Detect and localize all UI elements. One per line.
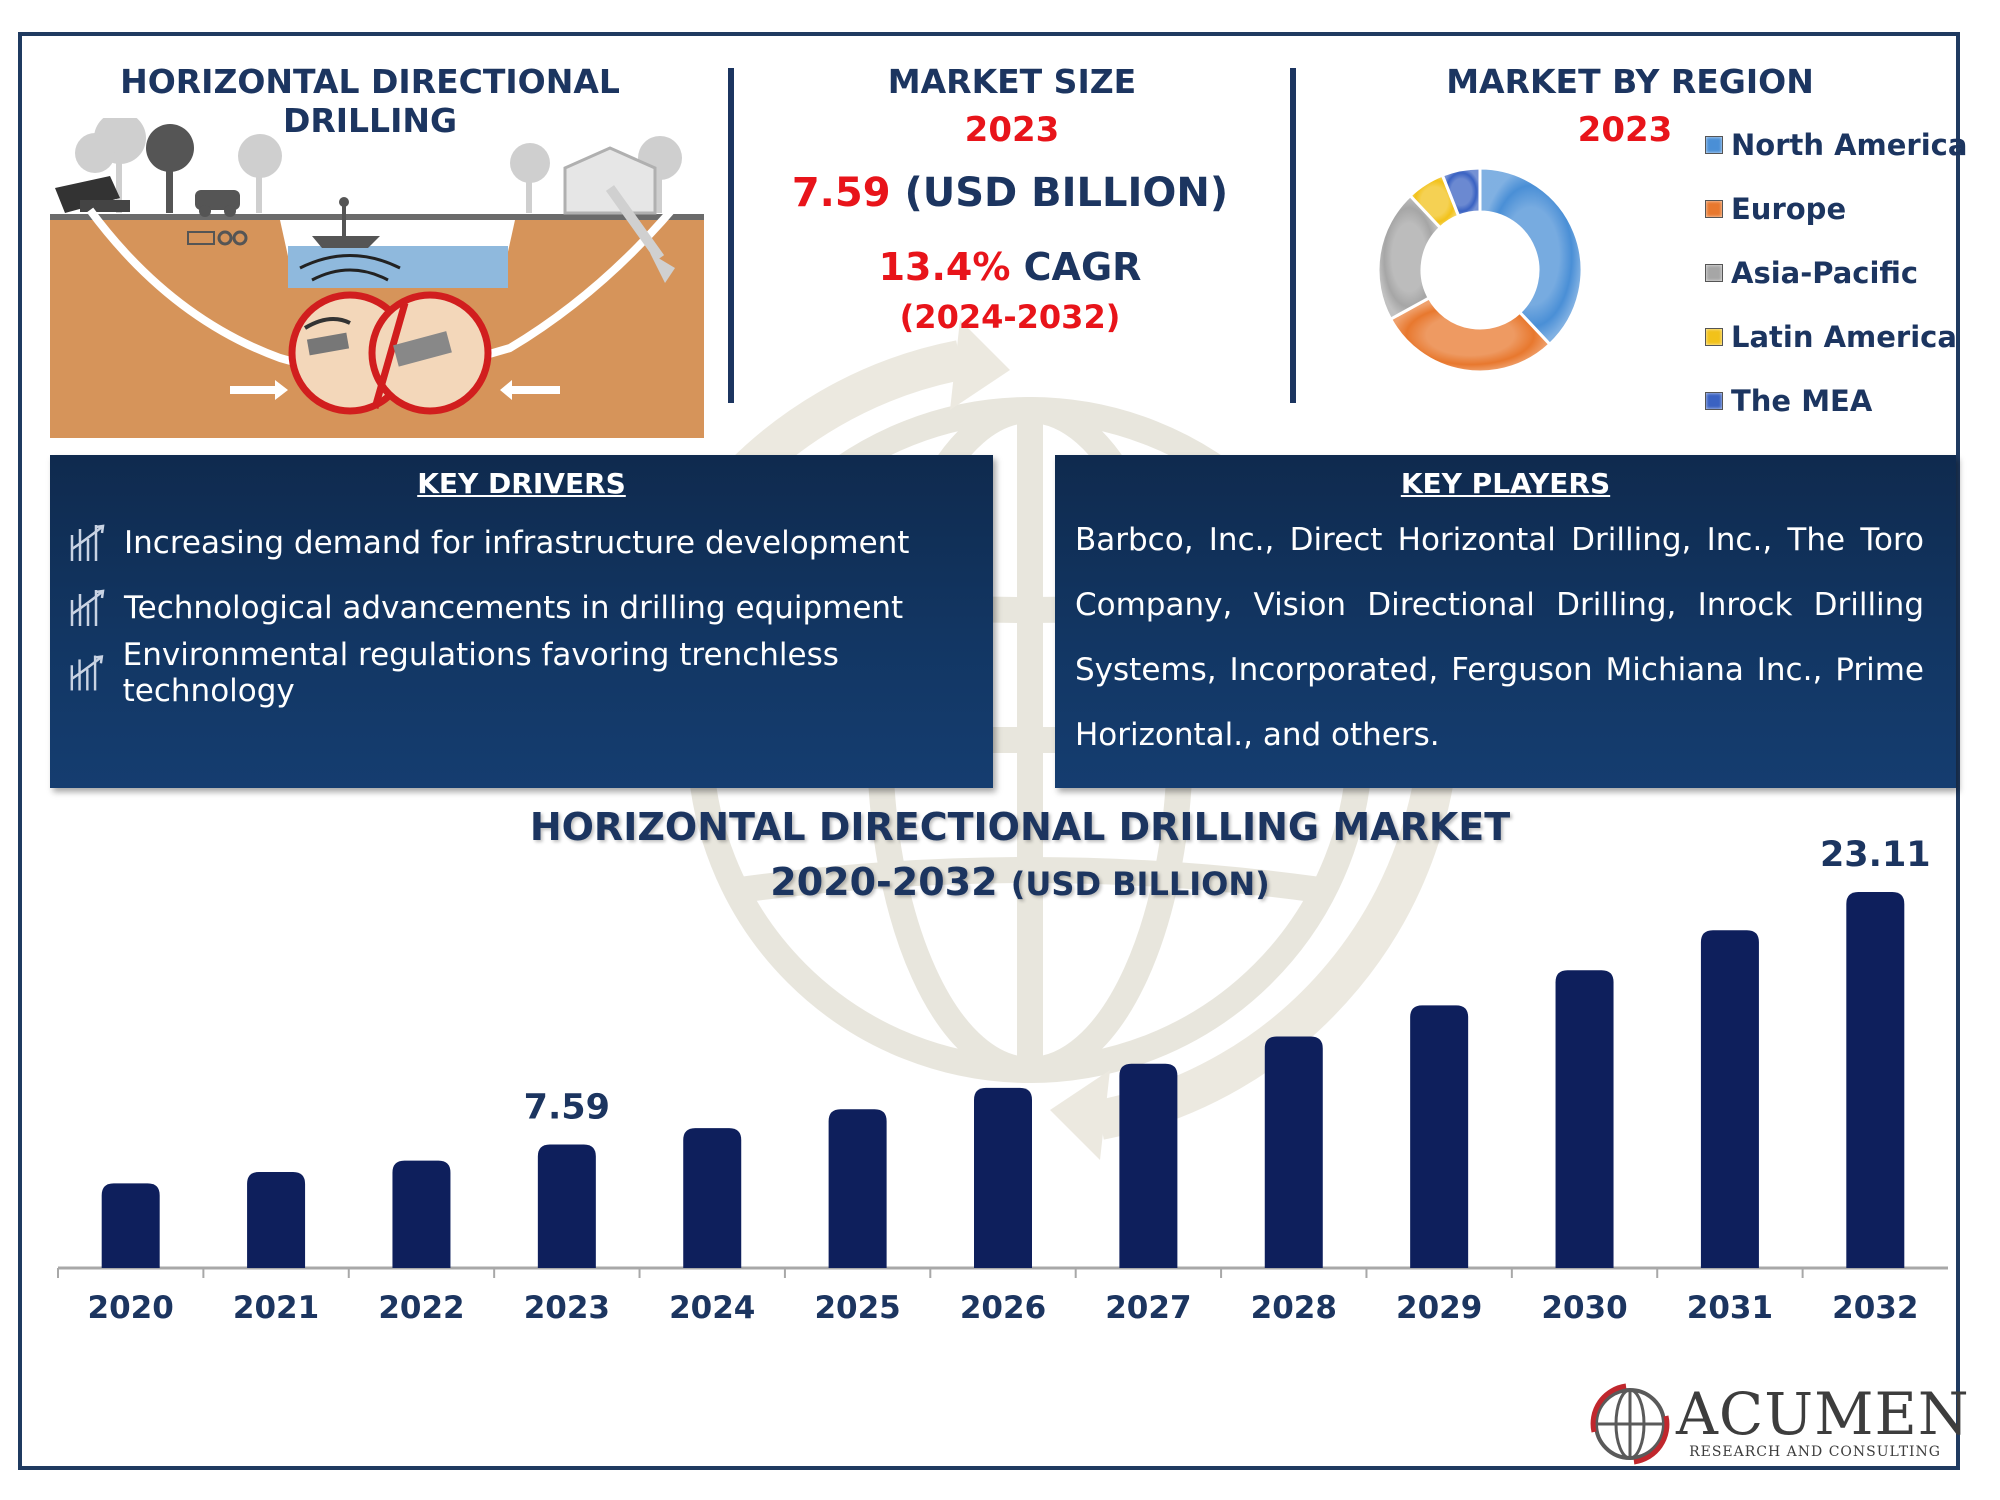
bar-2025 bbox=[828, 1109, 887, 1268]
acumen-logo-name: ACUMEN bbox=[1676, 1380, 1970, 1448]
bar-2022 bbox=[392, 1160, 451, 1268]
driver-text: Technological advancements in drilling e… bbox=[124, 589, 904, 626]
x-tick-label: 2020 bbox=[88, 1290, 174, 1326]
chart-title-unit: (USD BILLION) bbox=[1010, 865, 1270, 903]
x-tick-label: 2031 bbox=[1687, 1290, 1773, 1326]
key-drivers-panel: KEY DRIVERS Increasing demand for infras… bbox=[50, 455, 993, 788]
bar-2029 bbox=[1410, 1005, 1469, 1268]
x-tick-label: 2025 bbox=[814, 1290, 900, 1326]
legend-label: Europe bbox=[1731, 192, 1847, 226]
key-players-text: Barbco, Inc., Direct Horizontal Drilling… bbox=[1075, 522, 1924, 753]
hdd-title: HORIZONTAL DIRECTIONAL DRILLING bbox=[120, 62, 620, 140]
divider-right bbox=[1290, 68, 1296, 403]
drilling-illustration bbox=[50, 118, 704, 438]
bar-2031 bbox=[1700, 930, 1759, 1268]
x-tick-label: 2028 bbox=[1251, 1290, 1337, 1326]
driver-item: Increasing demand for infrastructure dev… bbox=[50, 510, 993, 575]
growth-chart-icon bbox=[70, 589, 105, 626]
donut-slice-europe bbox=[1388, 295, 1552, 374]
x-tick-label: 2026 bbox=[960, 1290, 1046, 1326]
x-tick-label: 2023 bbox=[524, 1290, 610, 1326]
cagr-period: (2024-2032) bbox=[899, 298, 1121, 336]
cagr-value: 13.4% bbox=[878, 245, 1011, 289]
bar-data-label: 23.11 bbox=[1820, 835, 1931, 875]
bar-2032 bbox=[1846, 892, 1905, 1268]
key-drivers-title: KEY DRIVERS bbox=[417, 467, 626, 500]
driver-text: Increasing demand for infrastructure dev… bbox=[124, 524, 910, 561]
market-size-year: 2023 bbox=[964, 110, 1060, 150]
x-tick-label: 2029 bbox=[1396, 1290, 1482, 1326]
chart-title-line2: 2020-2032 (USD BILLION) bbox=[430, 860, 1610, 904]
x-tick-label: 2027 bbox=[1105, 1290, 1191, 1326]
chart-title-line1: HORIZONTAL DIRECTIONAL DRILLING MARKET bbox=[529, 805, 1511, 849]
bar-data-label: 7.59 bbox=[524, 1088, 610, 1128]
legend-label: The MEA bbox=[1731, 384, 1873, 418]
market-size-value: 7.59 bbox=[791, 170, 891, 216]
driver-item: Technological advancements in drilling e… bbox=[50, 575, 993, 640]
legend-swatch bbox=[1705, 328, 1723, 346]
region-year: 2023 bbox=[1577, 110, 1673, 150]
legend-item-the-mea: The MEA bbox=[1705, 384, 1872, 418]
market-size-value-line: 7.59 (USD BILLION) bbox=[760, 170, 1260, 216]
market-size-title: MARKET SIZE bbox=[887, 62, 1137, 101]
bar-2020 bbox=[101, 1183, 160, 1268]
acumen-logo-tagline: RESEARCH AND CONSULTING bbox=[1689, 1444, 1941, 1460]
x-tick-label: 2024 bbox=[669, 1290, 755, 1326]
donut-slice-the-mea bbox=[1440, 166, 1482, 219]
bar-2021 bbox=[247, 1172, 306, 1268]
legend-swatch bbox=[1705, 392, 1723, 410]
legend-label: Latin America bbox=[1731, 320, 1957, 354]
bar-2023 bbox=[537, 1144, 596, 1268]
chart-title-years: 2020-2032 bbox=[770, 860, 998, 904]
x-tick-label: 2022 bbox=[378, 1290, 464, 1326]
x-tick-label: 2030 bbox=[1541, 1290, 1627, 1326]
legend-item-europe: Europe bbox=[1705, 192, 1846, 226]
driver-text: Environmental regulations favoring trenc… bbox=[122, 636, 839, 709]
bar-2030 bbox=[1555, 970, 1614, 1268]
x-tick-label: 2021 bbox=[233, 1290, 319, 1326]
region-donut-chart bbox=[1376, 166, 1584, 374]
legend-swatch bbox=[1705, 264, 1723, 282]
bar-2027 bbox=[1119, 1063, 1178, 1268]
acumen-globe-logo bbox=[1590, 1383, 1670, 1465]
bar-2026 bbox=[974, 1087, 1032, 1268]
legend-label: North America bbox=[1731, 128, 1968, 162]
bar-2024 bbox=[683, 1128, 742, 1268]
donut-slice-north-america bbox=[1478, 166, 1584, 347]
bar-2028 bbox=[1264, 1036, 1323, 1268]
legend-item-latin-america: Latin America bbox=[1705, 320, 1957, 354]
driver-item: Environmental regulations favoring trenc… bbox=[50, 637, 993, 709]
divider-left bbox=[728, 68, 734, 403]
cagr-label: CAGR bbox=[1023, 245, 1142, 289]
legend-swatch bbox=[1705, 136, 1723, 154]
infographic-frame bbox=[18, 32, 1960, 1470]
key-players-panel: KEY PLAYERS Barbco, Inc., Direct Horizon… bbox=[1055, 455, 1956, 788]
market-size-unit: (USD BILLION) bbox=[904, 170, 1229, 216]
growth-chart-icon bbox=[70, 524, 105, 561]
x-tick-label: 2032 bbox=[1832, 1290, 1918, 1326]
legend-swatch bbox=[1705, 200, 1723, 218]
cagr-line: 13.4% CAGR bbox=[760, 245, 1260, 289]
key-players-title: KEY PLAYERS bbox=[1400, 467, 1611, 500]
region-title: MARKET BY REGION bbox=[1446, 62, 1814, 101]
legend-label: Asia-Pacific bbox=[1731, 256, 1919, 290]
legend-item-north-america: North America bbox=[1705, 128, 1967, 162]
legend-item-asia-pacific: Asia-Pacific bbox=[1705, 256, 1918, 290]
growth-chart-icon bbox=[70, 654, 104, 690]
